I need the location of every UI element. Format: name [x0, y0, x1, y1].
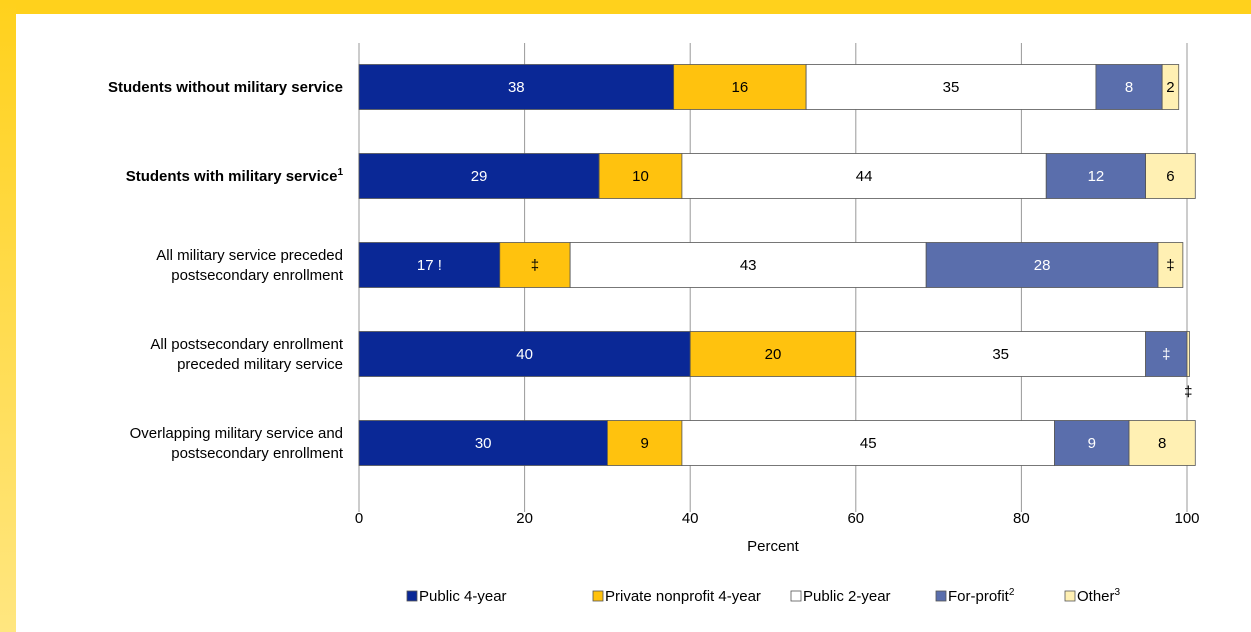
- data-label: 9: [640, 435, 648, 452]
- category-label: All military service preceded: [156, 247, 343, 264]
- x-axis-ticks: 0 20 40 60 80 100: [355, 510, 1200, 527]
- legend-item: Public 2-year: [790, 588, 891, 605]
- data-label: 45: [860, 435, 877, 452]
- data-label: ‡: [1162, 346, 1170, 363]
- data-label: 35: [943, 79, 960, 96]
- bar-segment: [1095, 64, 1163, 110]
- bar-segment: [805, 64, 1097, 110]
- frame-top-border: [0, 0, 1251, 14]
- bar-segment: [358, 331, 691, 377]
- data-label: ‡: [531, 257, 539, 274]
- bar-segment: [681, 153, 1047, 199]
- frame-left-border: [0, 0, 16, 632]
- legend-item: Other3: [1064, 587, 1121, 605]
- x-tick-label: 0: [355, 510, 363, 527]
- bar-segment: [358, 64, 675, 110]
- data-label: 16: [732, 79, 749, 96]
- bar-segment: [358, 420, 608, 466]
- bar-segment: [673, 64, 807, 110]
- bar-segment: [1157, 242, 1184, 288]
- legend-label: Private nonprofit 4-year: [605, 588, 761, 605]
- data-label: 40: [516, 346, 533, 363]
- bar-segment: [1054, 420, 1130, 466]
- legend-item: Public 4-year: [406, 588, 507, 605]
- category-label: Students without military service: [108, 79, 343, 96]
- data-label: 10: [632, 168, 649, 185]
- legend-item: For-profit2: [935, 587, 1015, 605]
- bar-segment: [358, 153, 600, 199]
- data-label: ‡: [1184, 384, 1192, 401]
- data-label: 8: [1158, 435, 1166, 452]
- data-label: 8: [1125, 79, 1133, 96]
- data-label: 38: [508, 79, 525, 96]
- legend-label: Public 2-year: [803, 588, 891, 605]
- legend-label: Public 4-year: [419, 588, 507, 605]
- data-label: 6: [1166, 168, 1174, 185]
- x-axis-label: Percent: [747, 538, 800, 555]
- bar-segment: [925, 242, 1159, 288]
- category-label: postsecondary enrollment: [171, 445, 344, 462]
- legend: Public 4-year Private nonprofit 4-year Pub…: [406, 587, 1121, 605]
- data-label: 20: [765, 346, 782, 363]
- x-tick-label: 60: [847, 510, 864, 527]
- bar-segment: [1045, 153, 1146, 199]
- bar-segment: [1128, 420, 1196, 466]
- legend-label: Other3: [1077, 587, 1121, 605]
- legend-swatch: [1064, 590, 1076, 602]
- data-label: 17 !: [417, 257, 442, 274]
- data-label: 29: [471, 168, 488, 185]
- legend-swatch: [935, 590, 947, 602]
- bar-segment: [681, 420, 1055, 466]
- x-tick-label: 100: [1174, 510, 1199, 527]
- bar-segment: [1145, 331, 1188, 377]
- bar-segment: [499, 242, 571, 288]
- legend-swatch: [406, 590, 418, 602]
- footnote-marker: 3: [1115, 587, 1121, 598]
- category-labels: Students without military service Student…: [108, 79, 344, 462]
- bar-segment: [569, 242, 927, 288]
- legend-swatch: [592, 590, 604, 602]
- data-label: 12: [1088, 168, 1105, 185]
- x-tick-label: 40: [682, 510, 699, 527]
- category-label: Students with military service1: [126, 167, 344, 185]
- bars-layer: 38 16 35 8 2 29 10 44 12 6 17 ! ‡ 43 28 ‡ 40 20 35 ‡ ‡ 30 9 45…: [358, 64, 1196, 466]
- data-label: ‡: [1166, 257, 1174, 274]
- bar-segment: [607, 420, 683, 466]
- data-label: 30: [475, 435, 492, 452]
- footnote-marker: 1: [337, 167, 343, 178]
- data-label: 44: [856, 168, 873, 185]
- x-tick-label: 20: [516, 510, 533, 527]
- legend-swatch: [790, 590, 802, 602]
- data-label: 43: [740, 257, 757, 274]
- bar-segment: [689, 331, 857, 377]
- data-label: 9: [1088, 435, 1096, 452]
- bar-segment: [358, 242, 501, 288]
- footnote-marker: 2: [1009, 587, 1015, 598]
- bar-segment: [1161, 64, 1180, 110]
- data-label: 35: [992, 346, 1009, 363]
- category-label: postsecondary enrollment: [171, 267, 344, 284]
- data-label: 2: [1166, 79, 1174, 96]
- bar-segment: [598, 153, 683, 199]
- x-tick-label: 80: [1013, 510, 1030, 527]
- category-label: Overlapping military service and: [130, 425, 343, 442]
- legend-label: For-profit2: [948, 587, 1015, 605]
- bar-segment: [855, 331, 1146, 377]
- category-label: All postsecondary enrollment: [150, 336, 343, 353]
- data-label: 28: [1034, 257, 1051, 274]
- legend-item: Private nonprofit 4-year: [592, 588, 761, 605]
- bar-segment: [1186, 331, 1190, 377]
- category-label: preceded military service: [177, 356, 343, 373]
- bar-segment: [1145, 153, 1196, 199]
